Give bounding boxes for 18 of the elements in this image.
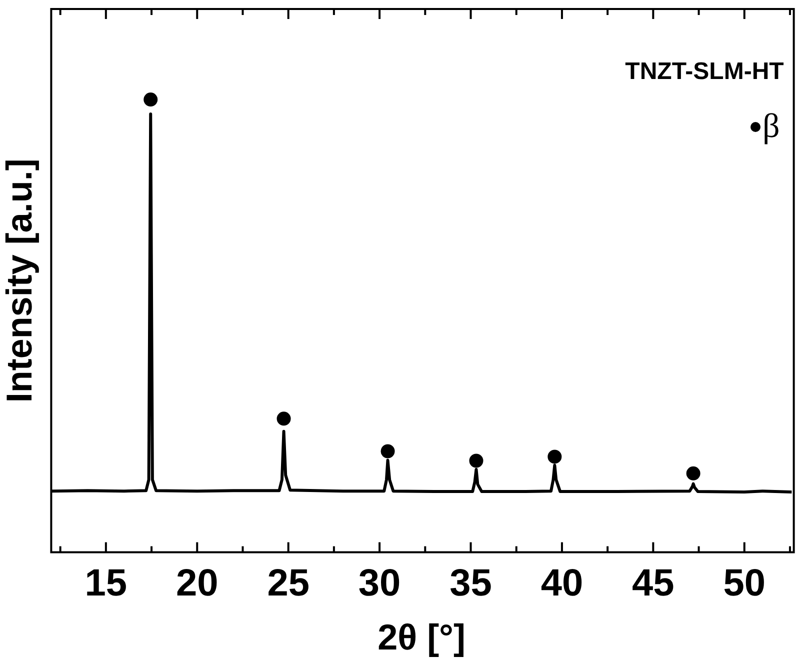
point: [686, 466, 700, 480]
text: TNZT-SLM-HT: [625, 58, 784, 85]
legend-label: β: [762, 108, 780, 145]
x-tick-label: 35: [450, 562, 492, 604]
x-axis-title: 2θ [°]: [378, 616, 466, 658]
point: [144, 92, 158, 107]
x-tick-label: 15: [84, 562, 128, 604]
x-tick-label: 25: [267, 562, 310, 604]
x-tick-label: 45: [632, 562, 674, 604]
x-tick-label: 20: [176, 562, 218, 604]
point: [469, 454, 484, 468]
x-tick-label: 50: [723, 562, 766, 604]
x-tick-label: 30: [358, 562, 401, 604]
point: [276, 412, 291, 426]
x-tick-label: 40: [540, 562, 584, 604]
point: [548, 450, 562, 464]
point: [380, 444, 395, 458]
y-axis-title: Intensity [a.u.]: [0, 158, 40, 403]
